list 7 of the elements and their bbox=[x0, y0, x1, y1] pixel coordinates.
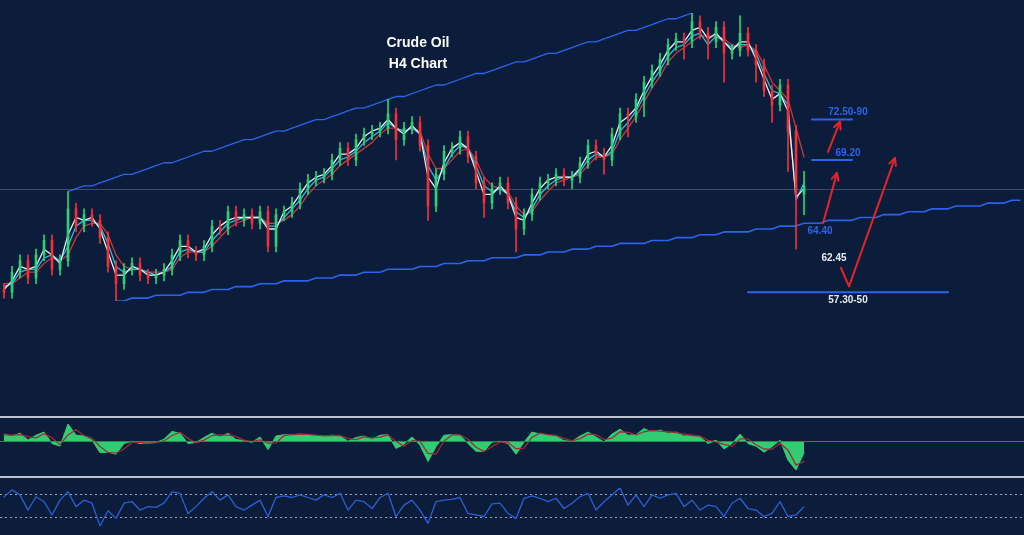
series-label: 64.40 bbox=[807, 224, 833, 236]
text: Crude Oil bbox=[386, 33, 450, 51]
series-label: 57.30-50 bbox=[828, 294, 869, 306]
series-label: 72.50-90 bbox=[828, 106, 869, 118]
annotation: 62.45 bbox=[821, 251, 847, 263]
text: H4 Chart bbox=[388, 54, 448, 72]
series-label: 69.20 bbox=[835, 146, 861, 158]
